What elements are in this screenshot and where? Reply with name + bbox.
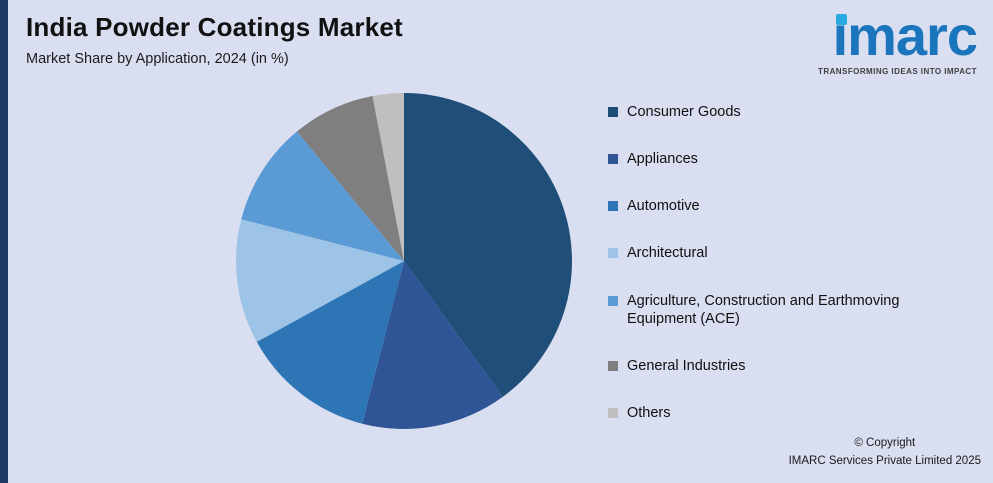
pie-slice-1 [362,261,503,429]
legend-item: Architectural [608,244,946,262]
pie-slice-2 [256,261,404,424]
legend-item: Automotive [608,197,946,215]
legend-label: General Industries [627,357,746,374]
chart-subtitle: Market Share by Application, 2024 (in %) [26,51,289,67]
chart-legend: Consumer Goods Appliances Automotive Archit… [608,103,946,422]
legend-label: Appliances [627,151,698,168]
legend-item: Agriculture, Construction and Earthmovin… [608,292,946,328]
legend-label: Agriculture, Construction and Earthmovin… [627,292,900,327]
imarc-logo-text: imarc [832,4,978,67]
legend-label: Consumer Goods [627,104,741,120]
pie-slice-5 [296,95,404,261]
left-accent-bar [0,0,8,483]
legend-marker-icon [608,360,618,371]
legend-label: Architectural [627,245,708,262]
imarc-logo-tagline: TRANSFORMING IDEAS INTO IMPACT [818,67,977,76]
pie-chart [236,93,572,429]
legend-marker-icon [608,248,618,259]
legend-label: Automotive [627,198,700,215]
pie-slice-4 [241,131,404,261]
legend-marker-icon [608,407,618,418]
pie-slice-0 [404,93,572,397]
imarc-logo-text-wrap: imarc [833,8,978,64]
legend-item: Appliances [608,150,946,168]
legend-marker-icon [608,295,618,306]
legend-label: Others [627,404,671,421]
copyright-line1: © Copyright [854,437,916,450]
chart-title: India Powder Coatings Market [26,12,403,42]
legend-marker-icon [608,154,618,165]
legend-item: Others [608,404,946,422]
legend-item: Consumer Goods [608,103,946,121]
imarc-logo: imarc TRANSFORMING IDEAS INTO IMPACT [777,8,978,77]
pie-slice-6 [372,93,404,261]
legend-marker-icon [608,107,618,117]
pie-chart-container [234,91,574,431]
pie-slice-3 [236,219,404,342]
chart-header: India Powder Coatings Market Market Shar… [26,12,403,67]
legend-marker-icon [608,201,618,212]
imarc-logo-dot-icon [835,14,847,25]
copyright-line2: IMARC Services Private Limited 2025 [788,455,981,468]
legend-item: General Industries [608,357,946,375]
copyright-footer: © Copyright IMARC Services Private Limit… [789,435,981,471]
